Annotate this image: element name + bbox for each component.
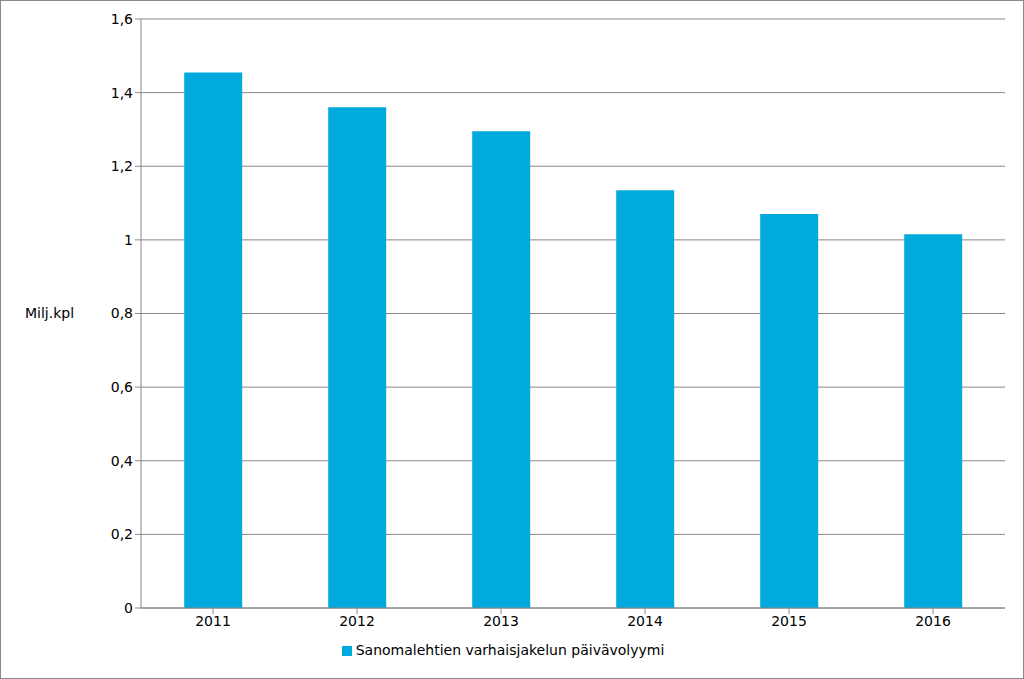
svg-text:0,4: 0,4	[111, 453, 133, 469]
svg-text:2014: 2014	[627, 613, 663, 629]
svg-text:2012: 2012	[339, 613, 375, 629]
svg-text:1: 1	[124, 232, 133, 248]
svg-text:2011: 2011	[195, 613, 231, 629]
svg-text:Milj.kpl: Milj.kpl	[25, 305, 74, 321]
svg-text:2015: 2015	[771, 613, 807, 629]
html-text:Sanomalehtien varhaisjakelun p: Sanomalehtien varhaisjakelun päivävolyym…	[355, 642, 665, 658]
svg-text:0: 0	[124, 600, 133, 616]
svg-text:0,2: 0,2	[111, 526, 133, 542]
svg-text:2016: 2016	[915, 613, 951, 629]
svg-text:0,6: 0,6	[111, 379, 133, 395]
svg-text:2013: 2013	[483, 613, 519, 629]
svg-text:0,8: 0,8	[111, 305, 133, 321]
svg-text:1,4: 1,4	[111, 85, 133, 101]
svg-text:1,2: 1,2	[111, 158, 133, 174]
svg-text:1,6: 1,6	[111, 11, 133, 27]
